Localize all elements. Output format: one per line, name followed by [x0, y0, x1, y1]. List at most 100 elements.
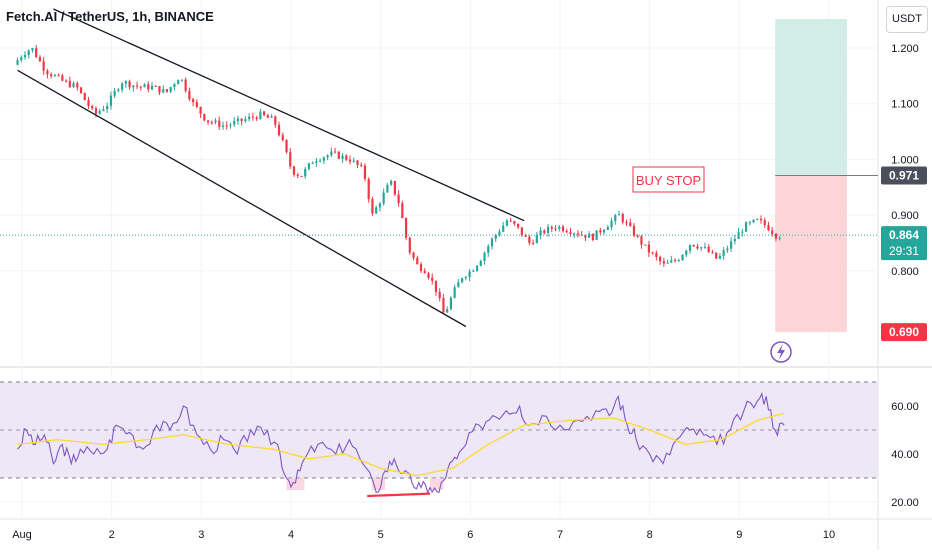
- candle-down: [696, 246, 699, 249]
- candle-up: [730, 241, 733, 249]
- candle-down: [397, 194, 400, 204]
- candle-down: [348, 159, 352, 162]
- candle-down: [673, 260, 677, 262]
- candle-down: [584, 234, 587, 238]
- candle-down: [528, 236, 531, 243]
- candle-down: [281, 135, 284, 140]
- candle-down: [412, 252, 415, 258]
- time-tick-label: 4: [288, 529, 294, 541]
- candle-down: [203, 113, 206, 121]
- candle-down: [296, 174, 299, 176]
- candle-down: [520, 227, 523, 236]
- candle-down: [554, 228, 557, 230]
- candle-up: [535, 235, 538, 244]
- candle-up: [53, 75, 56, 77]
- candle-up: [498, 231, 501, 235]
- candle-down: [774, 233, 778, 239]
- target-zone[interactable]: [775, 19, 847, 176]
- price-tick-label: 1.100: [891, 99, 919, 111]
- candle-down: [442, 298, 445, 313]
- candle-up: [106, 105, 109, 110]
- candle-up: [446, 309, 449, 313]
- entry-price-badge: 0.971: [881, 166, 927, 185]
- candle-down: [569, 232, 572, 234]
- candle-up: [617, 213, 621, 216]
- candle-down: [767, 225, 770, 231]
- time-tick-label: 7: [557, 529, 563, 541]
- time-tick-label: 8: [647, 529, 653, 541]
- price-tick-label: 0.900: [891, 210, 919, 222]
- candle-down: [759, 218, 763, 221]
- candle-down: [408, 237, 411, 253]
- trendline-lower[interactable]: [17, 69, 467, 328]
- candle-down: [147, 84, 150, 90]
- buy-stop-annotation[interactable]: BUY STOP: [632, 166, 705, 193]
- candle-up: [614, 215, 617, 221]
- candle-up: [487, 246, 490, 253]
- candle-down: [225, 125, 228, 127]
- rsi-tick-label: 60.00: [891, 401, 919, 413]
- candle-down: [662, 261, 665, 264]
- candle-up: [132, 85, 135, 88]
- trendline-upper[interactable]: [53, 8, 525, 222]
- time-tick-label: 9: [736, 529, 742, 541]
- candle-up: [304, 168, 307, 177]
- candle-up: [311, 163, 314, 165]
- candle-down: [599, 230, 602, 233]
- candle-up: [468, 271, 471, 278]
- candle-down: [94, 108, 98, 114]
- candle-up: [606, 227, 609, 231]
- candle-up: [20, 57, 23, 61]
- candle-up: [330, 151, 333, 156]
- candle-up: [703, 246, 707, 248]
- candle-down: [419, 264, 423, 271]
- price-tick-label: 0.800: [891, 266, 919, 278]
- candle-down: [292, 166, 296, 175]
- candle-down: [427, 273, 430, 278]
- candle-down: [83, 92, 86, 101]
- candle-down: [210, 122, 213, 124]
- candle-down: [371, 199, 374, 214]
- candle-up: [150, 85, 154, 90]
- candle-up: [588, 233, 591, 238]
- candle-up: [173, 84, 176, 88]
- rsi-tick-label: 20.00: [891, 497, 919, 509]
- candle-down: [337, 151, 340, 159]
- candle-up: [479, 261, 482, 266]
- candle-up: [143, 84, 146, 88]
- candle-down: [543, 230, 546, 234]
- candle-down: [128, 81, 131, 88]
- entry-price-text: 0.971: [889, 169, 919, 183]
- chart-title: Fetch.AI / TetherUS, 1h, BINANCE: [6, 9, 214, 24]
- lightning-icon[interactable]: [770, 341, 792, 363]
- candle-down: [550, 226, 553, 229]
- candle-up: [573, 233, 576, 235]
- candle-up: [319, 160, 322, 162]
- candle-up: [494, 234, 497, 239]
- candle-down: [517, 223, 520, 228]
- rsi-divergence-line[interactable]: [367, 492, 431, 498]
- candle-down: [629, 222, 632, 226]
- time-tick-label: 6: [467, 529, 473, 541]
- candle-down: [715, 252, 718, 259]
- candle-down: [218, 120, 221, 127]
- rsi-line: [17, 391, 785, 495]
- candle-down: [274, 116, 277, 125]
- candle-down: [154, 85, 157, 87]
- candle-down: [64, 80, 68, 82]
- candle-down: [266, 115, 269, 118]
- candle-up: [778, 237, 781, 239]
- entry-price-badge-bg: [881, 166, 927, 185]
- stop-zone[interactable]: [775, 175, 847, 333]
- candle-up: [472, 270, 475, 272]
- candle-down: [184, 79, 187, 91]
- candle-up: [610, 220, 613, 228]
- time-tick-label: 10: [823, 529, 835, 541]
- candle-up: [453, 287, 456, 298]
- buy-stop-box: [632, 166, 705, 193]
- currency-button[interactable]: USDT: [886, 6, 928, 33]
- countdown-text: 29:31: [889, 244, 919, 258]
- candle-down: [199, 106, 202, 114]
- candle-down: [434, 280, 438, 293]
